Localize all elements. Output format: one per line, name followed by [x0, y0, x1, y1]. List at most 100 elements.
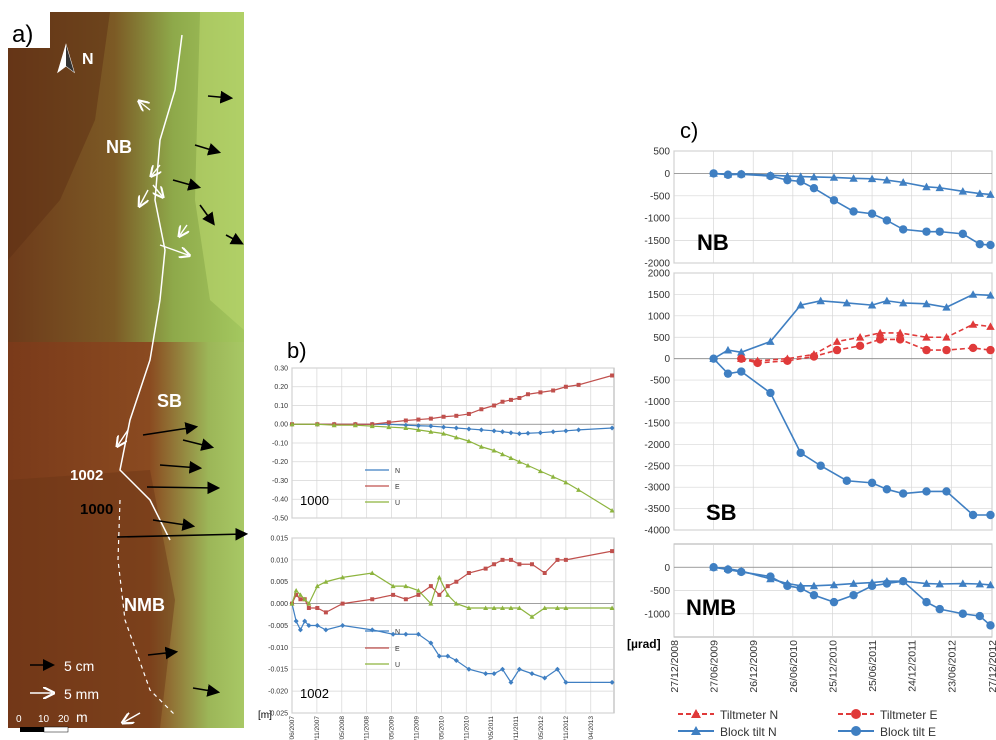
data-point — [737, 567, 746, 577]
block-label-nmb: NMB — [124, 595, 165, 615]
y-tick-label: 0 — [664, 354, 670, 365]
scale-tick-20: 20 — [58, 714, 70, 725]
data-point — [922, 597, 931, 607]
data-point — [415, 423, 421, 429]
data-point — [986, 322, 995, 330]
x-tick-label: 26/05/2008 — [339, 716, 346, 740]
y-tick-label: 0.005 — [270, 579, 288, 586]
data-point — [298, 597, 303, 602]
data-point — [922, 345, 931, 355]
data-point — [882, 216, 892, 225]
x-tick-label: 26/06/2010 — [788, 640, 800, 693]
x-tick-label: 24/12/2011 — [907, 640, 919, 692]
x-tick-label: 16/05/2010 — [438, 716, 445, 740]
data-point — [922, 299, 931, 308]
y-tick-label: 1000 — [648, 311, 671, 322]
data-point — [796, 448, 805, 458]
series-block-tilt-e — [709, 354, 995, 520]
data-point — [986, 345, 995, 355]
data-point — [453, 658, 459, 663]
legend-block-n-marker — [691, 726, 701, 735]
data-point — [340, 623, 346, 628]
data-point — [466, 571, 471, 575]
data-point — [293, 588, 299, 593]
block-label-nb: NB — [106, 137, 132, 157]
data-point — [555, 557, 560, 562]
y-tick-label: 500 — [653, 333, 670, 344]
y-tick-label: -0.20 — [272, 459, 288, 466]
data-point — [849, 174, 858, 182]
data-point — [370, 597, 375, 602]
y-tick-label: 0.00 — [274, 422, 288, 429]
y-tick-label: -2000 — [644, 440, 670, 451]
data-point — [895, 335, 905, 344]
data-point — [428, 429, 434, 434]
data-point — [609, 605, 615, 610]
data-point — [975, 579, 985, 588]
data-point — [737, 354, 746, 363]
series-line — [713, 293, 991, 360]
data-point — [508, 679, 514, 685]
displacement-arrow-black-icon — [192, 684, 221, 697]
data-point — [986, 580, 995, 589]
data-point — [508, 605, 514, 610]
data-point — [898, 178, 908, 186]
x-tick-label: 01/06/2007 — [289, 716, 296, 740]
data-point — [491, 428, 497, 434]
chart-c-bottom: 0 -500 -1000 NMB — [644, 543, 995, 638]
data-point — [428, 584, 433, 589]
displacement-arrow-white-icon — [153, 184, 162, 196]
y-tick-label: -2000 — [644, 259, 670, 270]
data-point — [849, 207, 858, 216]
data-point — [958, 609, 968, 618]
data-point — [491, 448, 497, 453]
data-point — [441, 414, 446, 419]
y-tick-label: 0.010 — [270, 557, 288, 564]
data-point — [809, 352, 819, 361]
x-tick-label: 25/12/2010 — [827, 640, 839, 693]
y-tick-label: -1000 — [644, 214, 670, 225]
data-point — [975, 239, 985, 249]
chart-title-1002: 1002 — [300, 686, 329, 701]
series-block-tilt-e — [709, 563, 995, 630]
data-point — [441, 424, 447, 430]
chart-title-nmb: NMB — [686, 595, 736, 620]
series-line — [741, 338, 991, 364]
data-point — [766, 572, 775, 581]
data-point — [849, 579, 858, 587]
legend-tiltmeter-e-marker — [851, 709, 861, 719]
data-point — [403, 597, 408, 602]
data-point — [709, 169, 718, 178]
legend-label: N — [395, 629, 400, 636]
data-point — [525, 463, 531, 468]
data-point — [445, 584, 450, 589]
legend-block-n: Block tilt N — [720, 725, 777, 739]
x-tick-label: 25/06/2011 — [867, 640, 879, 692]
data-point — [538, 390, 543, 395]
data-point — [709, 354, 718, 363]
legend-block-e: Block tilt E — [880, 725, 936, 739]
scale-bar: 0 10 20 m — [16, 709, 88, 733]
displacement-arrow-black-icon — [199, 204, 215, 226]
series-line — [741, 323, 991, 362]
plot-area — [673, 150, 993, 264]
data-point — [466, 426, 472, 432]
data-point — [796, 583, 805, 593]
data-point — [500, 557, 505, 562]
data-point — [517, 396, 522, 400]
y-tick-label: 0.30 — [274, 365, 288, 372]
data-point — [508, 455, 514, 460]
data-point — [306, 606, 311, 610]
data-point — [314, 421, 320, 427]
displacement-arrow-black-icon — [172, 178, 202, 191]
chart-c-top: 500 0 -500 -1000 -1500 -2000 NB — [644, 147, 995, 270]
data-point — [563, 384, 568, 389]
data-point — [441, 431, 447, 436]
data-point — [297, 592, 303, 597]
data-point — [293, 618, 299, 624]
data-point — [315, 606, 320, 610]
north-arrow-icon: N — [57, 43, 94, 74]
data-point — [453, 601, 459, 606]
